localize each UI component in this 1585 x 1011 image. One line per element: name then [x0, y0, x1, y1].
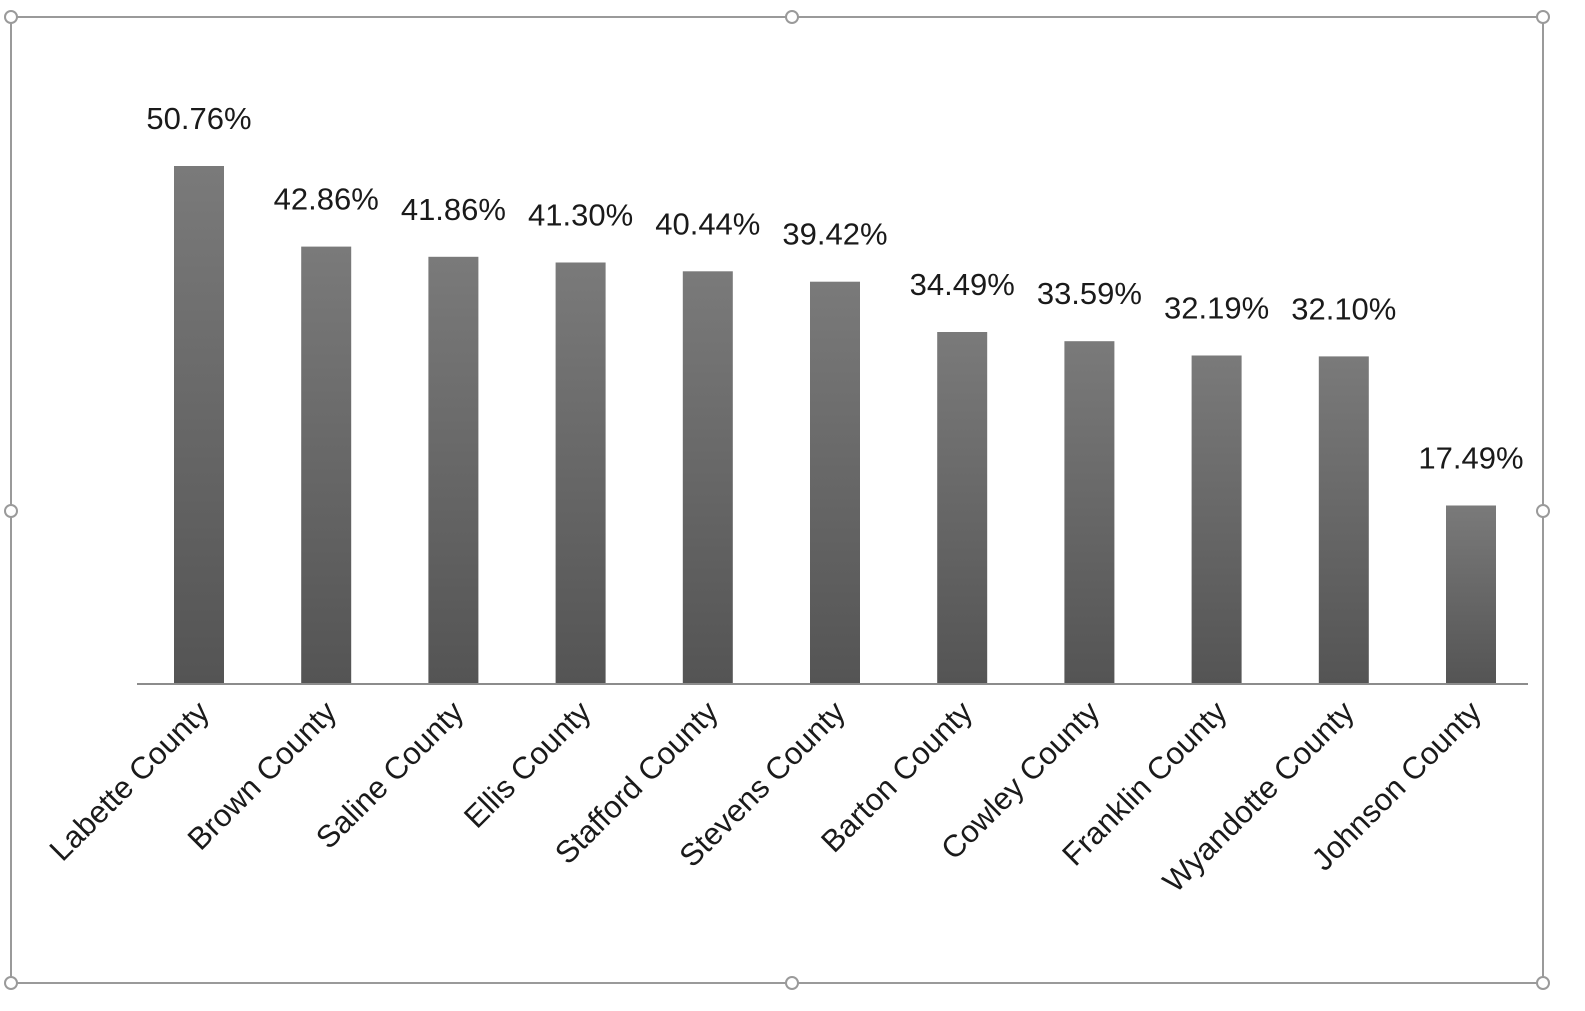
resize-handle[interactable] [785, 976, 799, 990]
data-label: 33.59% [1037, 276, 1142, 311]
data-label: 40.44% [655, 206, 760, 241]
chart-frame[interactable] [10, 16, 1544, 984]
bar[interactable] [301, 246, 352, 684]
selection-handles [4, 10, 1550, 990]
resize-handle[interactable] [1536, 976, 1550, 990]
data-label: 42.86% [274, 182, 379, 217]
data-label: 39.42% [782, 217, 887, 252]
bar[interactable] [1318, 356, 1369, 684]
resize-handle[interactable] [1536, 504, 1550, 518]
bar[interactable] [174, 166, 224, 684]
bar[interactable] [682, 271, 733, 684]
data-label: 32.19% [1164, 291, 1269, 326]
bar[interactable] [555, 262, 606, 685]
resize-handle[interactable] [785, 10, 799, 24]
resize-handle[interactable] [1536, 10, 1550, 24]
resize-handle[interactable] [4, 10, 18, 24]
data-label: 50.76% [146, 101, 251, 136]
data-labels-group: 50.76% 42.86% 41.86% 41.30% 40.44% 39.42% 34.4… [146, 101, 1523, 476]
data-label: 41.30% [528, 198, 633, 233]
data-label: 34.49% [910, 267, 1015, 302]
bar[interactable] [937, 332, 988, 684]
bar[interactable] [1446, 505, 1496, 685]
resize-handle[interactable] [4, 976, 18, 990]
bar[interactable] [1191, 355, 1242, 685]
bar[interactable] [1064, 341, 1115, 684]
bars-group [174, 166, 1496, 684]
data-label: 32.10% [1291, 291, 1396, 326]
bar[interactable] [428, 256, 479, 684]
bar[interactable] [810, 281, 860, 684]
data-label: 17.49% [1418, 441, 1523, 476]
data-label: 41.86% [401, 192, 506, 227]
resize-handle[interactable] [4, 504, 18, 518]
